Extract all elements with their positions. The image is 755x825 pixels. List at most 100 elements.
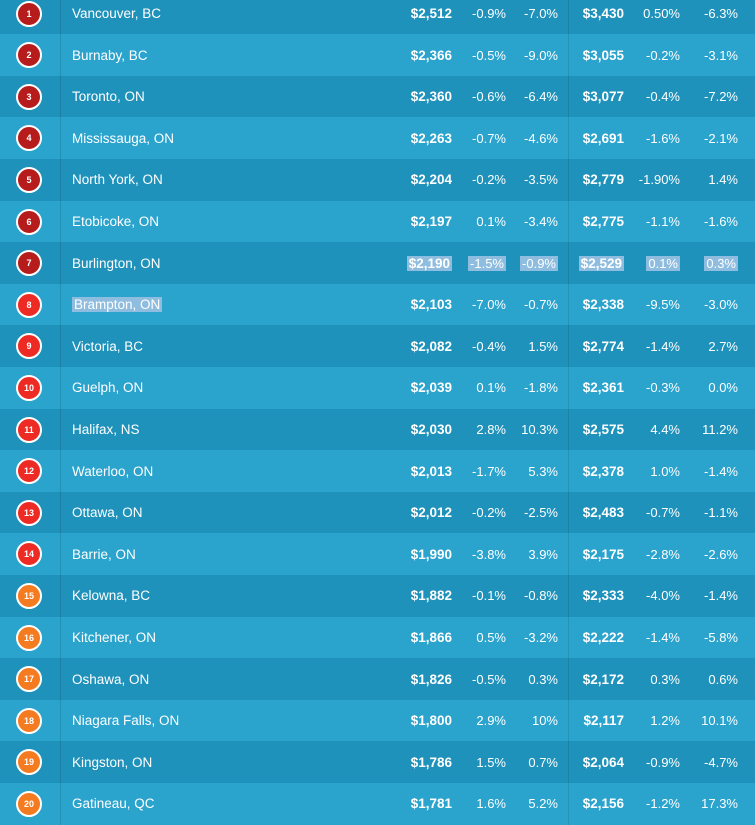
column-divider — [568, 533, 569, 576]
rank-number: 14 — [23, 549, 34, 560]
city-label: Gatineau, QC — [72, 796, 155, 812]
table-row[interactable]: 15 Kelowna, BC $1,882 -0.1% -0.8% $2,333… — [0, 574, 755, 617]
yearly-change-one-bedroom: -1.8% — [524, 380, 558, 396]
table-row[interactable]: 13 Ottawa, ON $2,012 -0.2% -2.5% $2,483 … — [0, 491, 755, 534]
rank-cell: 16 — [0, 616, 61, 659]
city-name: Burnaby, BC — [72, 34, 148, 76]
monthly-change-one-bedroom: -7.0% — [472, 297, 506, 313]
yearly-change-two-bedroom: -2.1% — [704, 130, 738, 146]
yearly-change-one-bedroom: 1.5% — [528, 338, 558, 354]
yearly-change-two-bedroom: 11.2% — [702, 422, 738, 437]
rank-cell: 12 — [0, 450, 61, 493]
price-one-bedroom: $1,866 — [410, 630, 452, 645]
city-name: Burlington, ON — [72, 242, 161, 284]
rank-number: 15 — [23, 590, 34, 601]
table-row[interactable]: 4 Mississauga, ON $2,263 -0.7% -4.6% $2,… — [0, 117, 755, 160]
yearly-change-one-bedroom: 10.3% — [521, 422, 558, 437]
table-row[interactable]: 8 Brampton, ON $2,103 -7.0% -0.7% $2,338… — [0, 283, 755, 326]
rank-number: 1 — [26, 8, 32, 19]
yearly-change-one-bedroom: -0.9% — [520, 255, 558, 271]
city-label: Kelowna, BC — [72, 588, 151, 604]
table-row[interactable]: 9 Victoria, BC $2,082 -0.4% 1.5% $2,774 … — [0, 325, 755, 368]
price-one-bedroom: $2,030 — [410, 422, 452, 437]
rank-cell: 4 — [0, 117, 61, 160]
table-row[interactable]: 20 Gatineau, QC $1,781 1.6% 5.2% $2,156 … — [0, 782, 755, 825]
rank-cell: 2 — [0, 34, 61, 77]
rank-cell: 10 — [0, 366, 61, 409]
yearly-change-one-bedroom: 0.3% — [528, 671, 558, 687]
city-label: Ottawa, ON — [72, 505, 143, 521]
rank-cell: 11 — [0, 408, 61, 451]
city-label: Burlington, ON — [72, 255, 161, 271]
yearly-change-one-bedroom: -7.0% — [524, 6, 558, 21]
table-row[interactable]: 17 Oshawa, ON $1,826 -0.5% 0.3% $2,172 0… — [0, 658, 755, 701]
city-label: Kitchener, ON — [72, 630, 157, 645]
table-row[interactable]: 19 Kingston, ON $1,786 1.5% 0.7% $2,064 … — [0, 741, 755, 784]
rank-number: 5 — [26, 174, 32, 185]
yearly-change-two-bedroom: 0.0% — [708, 380, 738, 396]
city-label: Oshawa, ON — [72, 671, 150, 687]
price-one-bedroom: $1,800 — [410, 713, 452, 729]
column-divider — [568, 117, 569, 160]
monthly-change-two-bedroom: -1.2% — [646, 796, 680, 812]
price-two-bedroom: $2,064 — [582, 754, 624, 770]
rank-badge: 12 — [16, 458, 42, 485]
table-row[interactable]: 1 Vancouver, BC $2,512 -0.9% -7.0% $3,43… — [0, 0, 755, 35]
table-row[interactable]: 6 Etobicoke, ON $2,197 0.1% -3.4% $2,775… — [0, 200, 755, 243]
rank-number: 9 — [26, 341, 32, 352]
price-one-bedroom: $2,039 — [410, 380, 452, 396]
city-label: Burnaby, BC — [72, 47, 148, 63]
monthly-change-two-bedroom: -0.9% — [646, 754, 680, 770]
monthly-change-one-bedroom: -0.7% — [472, 130, 506, 146]
table-row[interactable]: 12 Waterloo, ON $2,013 -1.7% 5.3% $2,378… — [0, 450, 755, 493]
rank-badge: 10 — [16, 374, 42, 401]
yearly-change-one-bedroom: -6.4% — [524, 89, 558, 105]
rank-number: 10 — [23, 382, 34, 393]
city-label: Vancouver, BC — [72, 6, 162, 21]
city-name: North York, ON — [72, 159, 163, 201]
yearly-change-one-bedroom: -0.8% — [524, 588, 558, 604]
table-row[interactable]: 14 Barrie, ON $1,990 -3.8% 3.9% $2,175 -… — [0, 533, 755, 576]
price-one-bedroom: $2,366 — [410, 47, 452, 63]
rank-number: 18 — [23, 715, 34, 726]
price-two-bedroom: $3,055 — [582, 47, 624, 63]
yearly-change-one-bedroom: -3.5% — [524, 172, 558, 188]
price-two-bedroom: $2,775 — [582, 214, 624, 229]
city-name: Brampton, ON — [72, 284, 163, 326]
column-divider — [568, 366, 569, 409]
monthly-change-one-bedroom: -0.4% — [472, 338, 506, 354]
rank-cell: 13 — [0, 491, 61, 534]
column-divider — [568, 325, 569, 368]
table-row[interactable]: 10 Guelph, ON $2,039 0.1% -1.8% $2,361 -… — [0, 366, 755, 409]
table-row[interactable]: 11 Halifax, NS $2,030 2.8% 10.3% $2,575 … — [0, 408, 755, 451]
price-one-bedroom: $2,197 — [410, 214, 452, 229]
rank-cell: 8 — [0, 283, 61, 326]
table-row[interactable]: 3 Toronto, ON $2,360 -0.6% -6.4% $3,077 … — [0, 75, 755, 118]
table-row[interactable]: 5 North York, ON $2,204 -0.2% -3.5% $2,7… — [0, 158, 755, 201]
yearly-change-two-bedroom: 0.3% — [704, 255, 738, 271]
monthly-change-two-bedroom: -0.3% — [646, 380, 680, 396]
rank-badge: 2 — [16, 42, 42, 69]
rank-cell: 7 — [0, 242, 61, 285]
yearly-change-two-bedroom: -6.3% — [704, 6, 738, 21]
rank-badge: 13 — [16, 499, 42, 526]
rank-badge: 3 — [16, 83, 42, 110]
rank-number: 4 — [26, 133, 32, 144]
price-one-bedroom: $1,786 — [410, 754, 452, 770]
monthly-change-two-bedroom: -1.90% — [638, 172, 680, 188]
table-row[interactable]: 16 Kitchener, ON $1,866 0.5% -3.2% $2,22… — [0, 616, 755, 659]
rank-badge: 20 — [16, 790, 42, 817]
table-row[interactable]: 7 Burlington, ON $2,190 -1.5% -0.9% $2,5… — [0, 242, 755, 285]
table-row[interactable]: 2 Burnaby, BC $2,366 -0.5% -9.0% $3,055 … — [0, 34, 755, 77]
table-row[interactable]: 18 Niagara Falls, ON $1,800 2.9% 10% $2,… — [0, 699, 755, 742]
monthly-change-two-bedroom: -0.4% — [646, 89, 680, 105]
monthly-change-two-bedroom: 0.1% — [646, 255, 680, 271]
yearly-change-one-bedroom: -9.0% — [524, 47, 558, 63]
price-two-bedroom: $2,779 — [582, 172, 624, 188]
rank-badge: 6 — [16, 208, 42, 235]
yearly-change-one-bedroom: -2.5% — [524, 505, 558, 521]
monthly-change-one-bedroom: -0.5% — [472, 47, 506, 63]
rank-badge: 18 — [16, 707, 42, 734]
city-name: Gatineau, QC — [72, 783, 155, 825]
monthly-change-two-bedroom: 1.2% — [650, 713, 680, 729]
